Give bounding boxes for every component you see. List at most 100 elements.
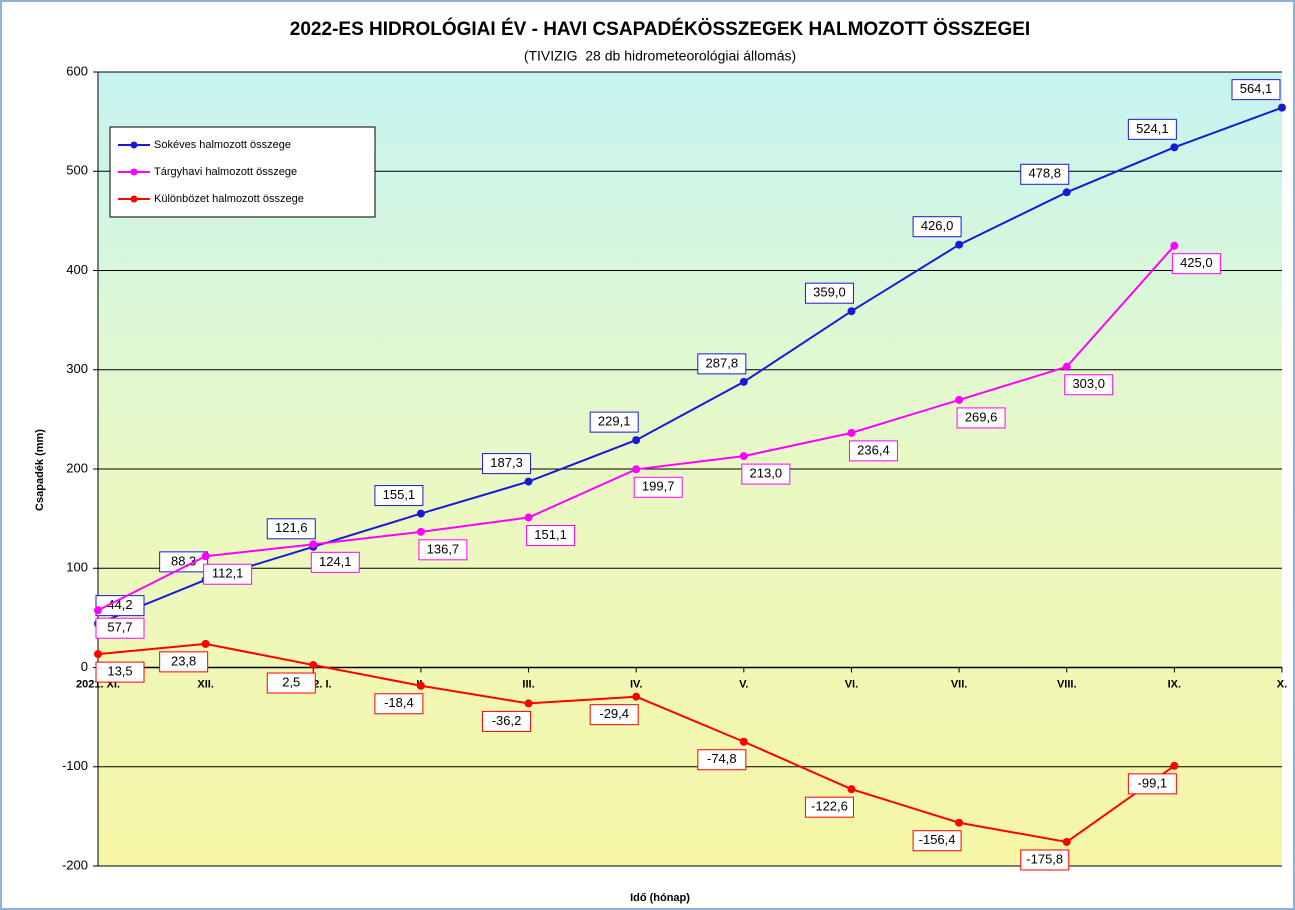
data-point: [309, 661, 318, 670]
value-label: 124,1: [319, 554, 352, 569]
value-label-box: [482, 453, 532, 475]
x-tick-label: XII.: [197, 678, 214, 690]
value-label-box: [633, 476, 683, 498]
data-point: [739, 377, 748, 386]
value-label-box: [159, 651, 209, 673]
value-label-box: [804, 796, 854, 818]
value-label-box: [956, 407, 1006, 429]
value-label: 13,5: [107, 664, 132, 679]
data-point: [1170, 241, 1179, 250]
value-label-box: [697, 353, 747, 375]
y-tick-label: 0: [81, 659, 88, 674]
value-label: 426,0: [921, 218, 954, 233]
data-point: [1170, 761, 1179, 770]
data-point: [632, 465, 641, 474]
legend-label: Különbözet halmozott összege: [154, 193, 304, 205]
value-label-box: [374, 693, 424, 715]
data-point: [955, 240, 964, 249]
value-label-box: [1127, 118, 1177, 140]
data-point: [847, 428, 856, 437]
value-label-box: [741, 463, 791, 485]
y-axis-title: Csapadék (mm): [34, 429, 46, 511]
value-label-box: [95, 661, 145, 683]
data-point: [739, 737, 748, 746]
data-point: [94, 650, 102, 659]
y-tick-label: -100: [62, 758, 88, 773]
data-point: [416, 527, 425, 536]
data-point: [309, 540, 318, 549]
value-label: 564,1: [1240, 81, 1273, 96]
y-tick-label: 100: [66, 560, 88, 575]
value-label: 236,4: [857, 442, 890, 457]
value-label: 23,8: [171, 653, 196, 668]
value-label: -36,2: [492, 713, 522, 728]
value-label-box: [266, 672, 316, 694]
data-point: [1062, 837, 1071, 846]
value-label-box: [912, 216, 962, 238]
value-label: -175,8: [1026, 851, 1063, 866]
x-tick-label: III.: [522, 678, 534, 690]
value-label: 155,1: [383, 487, 416, 502]
data-point: [739, 452, 748, 461]
value-label: -99,1: [1138, 775, 1168, 790]
data-point: [1170, 143, 1179, 152]
value-label: -74,8: [707, 751, 737, 766]
value-label: 88,3: [171, 553, 196, 568]
value-label: -156,4: [919, 832, 956, 847]
legend-label: Sokéves halmozott összege: [154, 139, 291, 151]
value-label-box: [1020, 849, 1070, 871]
y-tick-label: 300: [66, 361, 88, 376]
x-tick-label: X.: [1277, 678, 1287, 690]
value-label: 121,6: [275, 520, 308, 535]
data-point: [847, 785, 856, 794]
value-label-box: [1127, 773, 1177, 795]
value-label: 44,2: [107, 597, 132, 612]
x-tick-label: V.: [739, 678, 748, 690]
value-label-box: [589, 411, 639, 433]
chart-subtitle: (TIVIZIG 28 db hidrometeorológiai állomá…: [524, 48, 796, 64]
data-point: [201, 552, 210, 561]
x-tick-label: VII.: [951, 678, 968, 690]
legend-label: Tárgyhavi halmozott összege: [154, 166, 297, 178]
value-label-box: [804, 282, 854, 304]
value-label-box: [697, 749, 747, 771]
data-point: [1278, 103, 1286, 112]
value-label: 199,7: [642, 479, 675, 494]
legend-marker: [130, 168, 138, 176]
value-label: 425,0: [1180, 255, 1213, 270]
value-label-box: [1020, 163, 1070, 185]
value-label: 303,0: [1072, 376, 1105, 391]
value-label: 57,7: [107, 620, 132, 635]
value-label-box: [418, 539, 468, 561]
data-point: [632, 436, 641, 445]
value-label-box: [482, 710, 532, 732]
value-label-box: [310, 551, 360, 573]
legend-marker: [130, 195, 138, 203]
value-label: -18,4: [384, 695, 414, 710]
data-point: [955, 395, 964, 404]
x-tick-label: IX.: [1168, 678, 1181, 690]
legend-marker: [130, 141, 138, 149]
y-tick-label: 500: [66, 163, 88, 178]
data-point: [416, 509, 425, 518]
value-label: 478,8: [1028, 166, 1061, 181]
value-label: 287,8: [706, 355, 739, 370]
value-label-box: [848, 440, 898, 462]
chart-title: 2022-ES HIDROLÓGIAI ÉV - HAVI CSAPADÉKÖS…: [290, 18, 1030, 40]
x-axis-title: Idő (hónap): [630, 892, 690, 904]
legend-box: [109, 126, 376, 218]
y-tick-label: 400: [66, 262, 88, 277]
data-point: [416, 681, 425, 690]
x-tick-label: VIII.: [1057, 678, 1077, 690]
value-label-box: [95, 617, 145, 639]
value-label: 151,1: [534, 527, 567, 542]
data-point: [1062, 362, 1071, 371]
value-label-box: [912, 830, 962, 852]
value-label: 359,0: [813, 285, 846, 300]
data-point: [632, 692, 641, 701]
value-label-box: [526, 525, 576, 547]
value-label-box: [1231, 79, 1281, 101]
value-label: 269,6: [965, 409, 998, 424]
data-point: [201, 639, 210, 648]
